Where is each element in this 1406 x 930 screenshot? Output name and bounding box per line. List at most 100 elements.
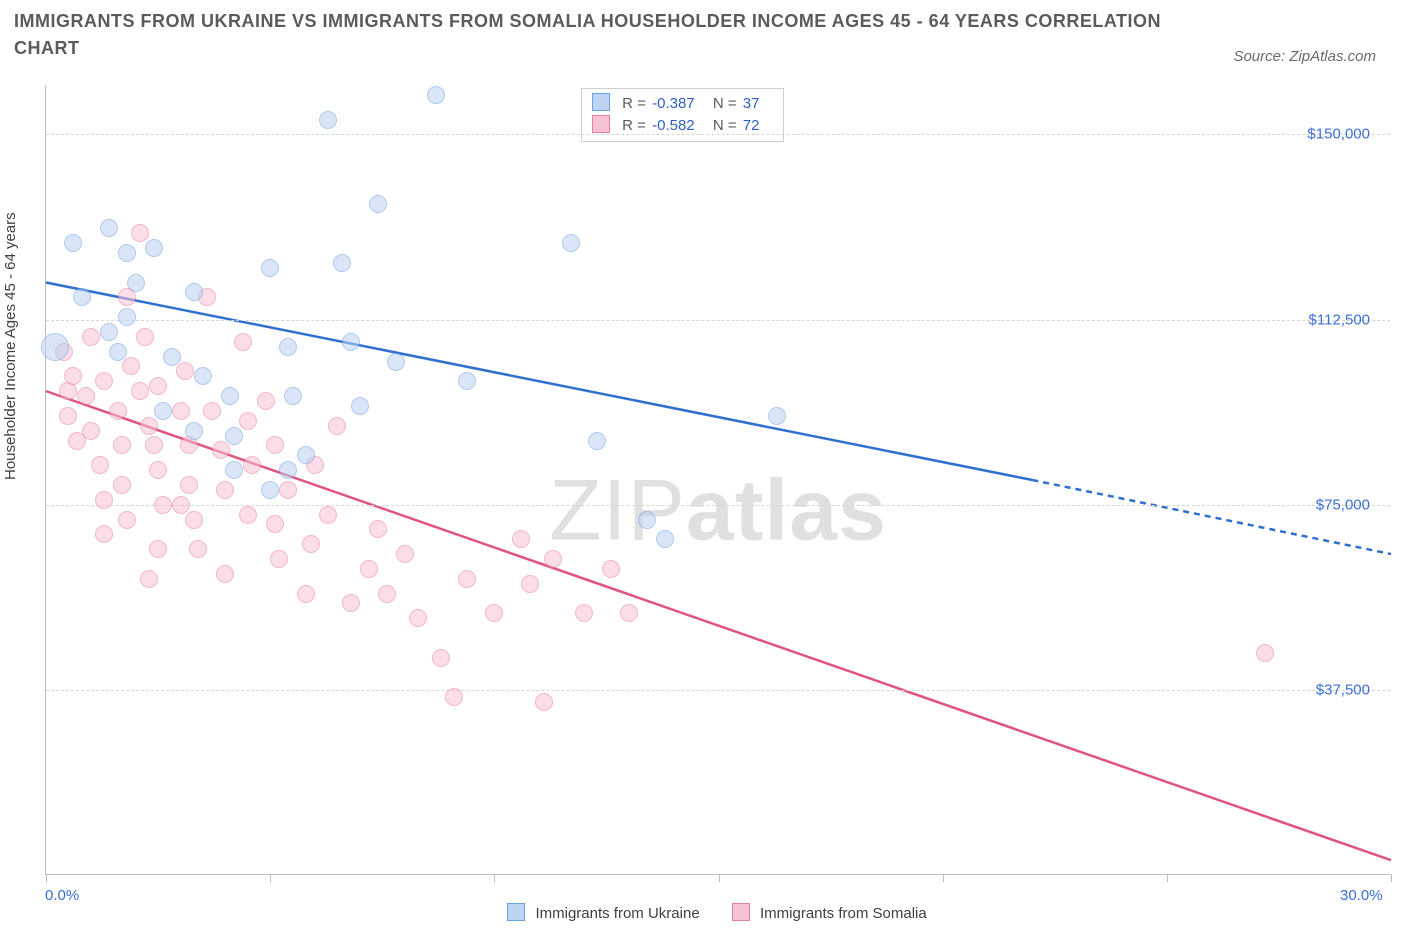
data-point-somalia [140,570,158,588]
data-point-somalia [149,461,167,479]
data-point-somalia [180,476,198,494]
data-point-somalia [535,693,553,711]
stat-n-ukraine: 37 [743,95,760,112]
data-point-ukraine [145,239,163,257]
data-point-somalia [243,456,261,474]
gridline-h [46,320,1390,321]
data-point-somalia [140,417,158,435]
data-point-ukraine [225,427,243,445]
data-point-ukraine [351,397,369,415]
trend-lines-layer [46,85,1390,874]
data-point-ukraine [427,86,445,104]
x-tick [46,874,47,882]
data-point-ukraine [638,511,656,529]
data-point-somalia [149,540,167,558]
stat-n-somalia: 72 [743,117,760,134]
data-point-somalia [118,511,136,529]
data-point-somalia [279,481,297,499]
data-point-somalia [172,496,190,514]
trend-line [1032,480,1391,554]
source-label: Source: ZipAtlas.com [1233,48,1376,65]
data-point-somalia [234,333,252,351]
data-point-ukraine [118,244,136,262]
stat-n-label: N = [713,95,737,112]
data-point-somalia [239,412,257,430]
data-point-somalia [136,328,154,346]
data-point-somalia [185,511,203,529]
swatch-somalia [732,903,750,921]
data-point-ukraine [225,461,243,479]
data-point-somalia [575,604,593,622]
data-point-somalia [485,604,503,622]
data-point-ukraine [185,283,203,301]
data-point-somalia [266,436,284,454]
y-tick-label: $150,000 [1307,126,1370,143]
data-point-somalia [113,476,131,494]
data-point-ukraine [100,219,118,237]
data-point-ukraine [656,530,674,548]
data-point-somalia [1256,644,1274,662]
data-point-ukraine [588,432,606,450]
data-point-ukraine [118,308,136,326]
data-point-somalia [95,491,113,509]
data-point-somalia [319,506,337,524]
data-point-somalia [203,402,221,420]
data-point-ukraine [369,195,387,213]
x-tick [719,874,720,882]
data-point-somalia [131,382,149,400]
data-point-somalia [458,570,476,588]
x-tick [494,874,495,882]
data-point-somalia [328,417,346,435]
data-point-ukraine [284,387,302,405]
data-point-somalia [216,565,234,583]
data-point-somalia [266,515,284,533]
data-point-ukraine [333,254,351,272]
data-point-somalia [369,520,387,538]
plot-area: ZIPatlas R = -0.387 N = 37 R = -0.582 N … [45,85,1390,875]
y-axis-label: Householder Income Ages 45 - 64 years [2,212,19,480]
data-point-somalia [176,362,194,380]
stat-r-label: R = [622,117,646,134]
y-tick-label: $75,000 [1316,496,1370,513]
data-point-ukraine [127,274,145,292]
data-point-ukraine [163,348,181,366]
data-point-ukraine [221,387,239,405]
data-point-somalia [620,604,638,622]
data-point-ukraine [562,234,580,252]
y-tick-label: $37,500 [1316,681,1370,698]
data-point-ukraine [194,367,212,385]
swatch-somalia [592,115,610,133]
y-tick-label: $112,500 [1309,311,1370,328]
x-tick [943,874,944,882]
data-point-ukraine [297,446,315,464]
stats-row-somalia: R = -0.582 N = 72 [592,115,773,137]
data-point-somalia [154,496,172,514]
data-point-somalia [95,372,113,390]
data-point-somalia [131,224,149,242]
data-point-somalia [145,436,163,454]
data-point-somalia [378,585,396,603]
gridline-h [46,134,1390,135]
data-point-ukraine [64,234,82,252]
data-point-ukraine [73,288,91,306]
data-point-somalia [216,481,234,499]
data-point-ukraine [319,111,337,129]
data-point-ukraine [458,372,476,390]
data-point-somalia [59,407,77,425]
swatch-ukraine [592,93,610,111]
data-point-somalia [122,357,140,375]
data-point-somalia [149,377,167,395]
swatch-ukraine [507,903,525,921]
data-point-somalia [544,550,562,568]
data-point-ukraine [109,343,127,361]
data-point-somalia [270,550,288,568]
x-min-label: 0.0% [45,887,79,904]
data-point-somalia [212,441,230,459]
data-point-somalia [445,688,463,706]
stat-r-ukraine: -0.387 [652,95,695,112]
stat-r-somalia: -0.582 [652,117,695,134]
data-point-somalia [239,506,257,524]
stats-row-ukraine: R = -0.387 N = 37 [592,93,773,115]
data-point-somalia [521,575,539,593]
x-tick [270,874,271,882]
